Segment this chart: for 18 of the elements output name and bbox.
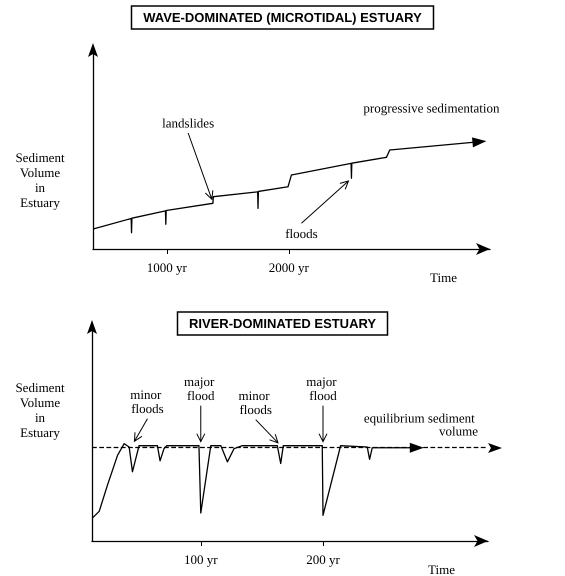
ref-line-label: equilibrium sediment volume bbox=[364, 410, 478, 439]
y-axis-title: Sediment Volume in Estuary bbox=[15, 150, 65, 210]
chart-title: WAVE-DOMINATED (MICROTIDAL) ESTUARY bbox=[143, 10, 422, 25]
chart-title: RIVER-DOMINATED ESTUARY bbox=[188, 316, 376, 331]
x-tick-label: 200 yr bbox=[306, 552, 340, 567]
x-axis-title: Time bbox=[430, 270, 458, 285]
x-tick-label: 1000 yr bbox=[146, 260, 188, 275]
annotation: major flood bbox=[306, 374, 340, 404]
annotation: minor floods bbox=[130, 387, 165, 416]
x-axis-title: Time bbox=[428, 562, 456, 576]
y-axis-title: Sediment Volume in Estuary bbox=[15, 380, 65, 440]
annotation: major flood bbox=[184, 374, 218, 404]
annotation: minor floods bbox=[238, 388, 273, 418]
x-tick-label: 100 yr bbox=[184, 552, 218, 567]
annotation: progressive sedimentation bbox=[363, 100, 500, 116]
annotation: floods bbox=[285, 226, 318, 241]
x-tick-label: 2000 yr bbox=[268, 260, 310, 275]
annotation: landslides bbox=[162, 115, 214, 130]
